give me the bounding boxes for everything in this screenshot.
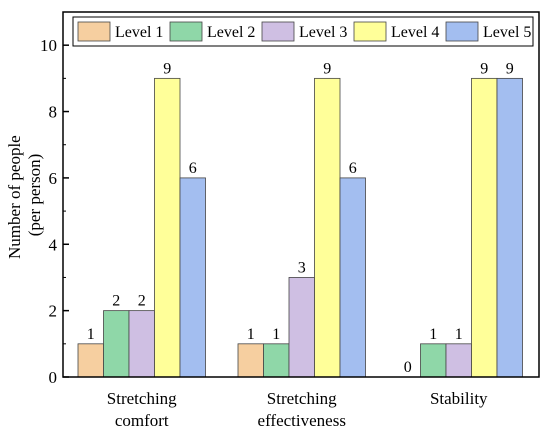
bar-level-5 (496, 77, 523, 378)
legend-swatch (353, 21, 387, 42)
bar-level-4 (314, 77, 341, 378)
data-label: 1 (87, 326, 95, 343)
y-axis: 0 2 4 6 8 10 (40, 36, 69, 387)
y-tick-label: 10 (40, 36, 57, 55)
y-tick-label: 8 (49, 103, 58, 122)
data-label: 3 (298, 259, 306, 276)
x-category-label-line: Stretching (107, 389, 177, 408)
x-category-label-line: Stability (430, 389, 488, 408)
legend-label: Level 1 (115, 24, 163, 41)
x-axis: Stretching comfort Stretching effectiveness… (107, 389, 488, 430)
x-category-label-line: comfort (115, 411, 169, 430)
data-label: 1 (247, 326, 255, 343)
legend: Level 1 Level 2 Level 3 Level 4 Level 5 (72, 16, 534, 47)
bar-level-1 (77, 343, 104, 378)
y-tick-label: 6 (49, 169, 58, 188)
data-label: 9 (506, 60, 514, 77)
plot-frame (62, 11, 540, 378)
legend-label: Level 5 (483, 24, 531, 41)
y-tick-label: 0 (49, 368, 58, 387)
legend-label: Level 4 (391, 24, 439, 41)
x-category-label: Stability (430, 389, 488, 408)
y-tick-label: 2 (49, 302, 58, 321)
bar-level-3 (445, 343, 472, 378)
data-label: 1 (429, 326, 437, 343)
legend-label: Level 3 (299, 24, 347, 41)
x-category-label: Stretching effectiveness (258, 389, 346, 430)
bar-level-5 (339, 177, 366, 378)
bar-level-2 (420, 343, 447, 378)
bar-level-2 (263, 343, 290, 378)
data-label: 6 (189, 160, 197, 177)
data-label: 0 (404, 359, 412, 376)
bar-level-2 (103, 310, 130, 378)
x-category-label: Stretching comfort (107, 389, 177, 430)
bar-level-4 (471, 77, 498, 378)
y-tick-label: 4 (49, 235, 58, 254)
legend-swatch (169, 21, 203, 42)
legend-swatch (445, 21, 479, 42)
legend-swatch (261, 21, 295, 42)
data-label: 1 (455, 326, 463, 343)
bar-level-3 (128, 310, 155, 378)
data-label: 2 (138, 293, 146, 310)
data-label: 1 (272, 326, 280, 343)
bar-level-5 (179, 177, 206, 378)
data-label: 2 (112, 293, 120, 310)
x-category-label-line: effectiveness (258, 411, 346, 430)
bar-level-4 (154, 77, 181, 378)
data-label: 9 (480, 60, 488, 77)
bar-level-1 (237, 343, 264, 378)
y-axis-title-line-1: Number of people (5, 135, 24, 259)
data-label: 9 (323, 60, 331, 77)
data-label: 9 (163, 60, 171, 77)
legend-label: Level 2 (207, 24, 255, 41)
y-axis-title: Number of people (per person) (5, 131, 44, 259)
x-category-label-line: Stretching (267, 389, 337, 408)
legend-swatch (77, 21, 111, 42)
bar-level-3 (288, 277, 315, 378)
y-axis-title-line-2: (per person) (25, 154, 44, 237)
data-label: 6 (349, 160, 357, 177)
